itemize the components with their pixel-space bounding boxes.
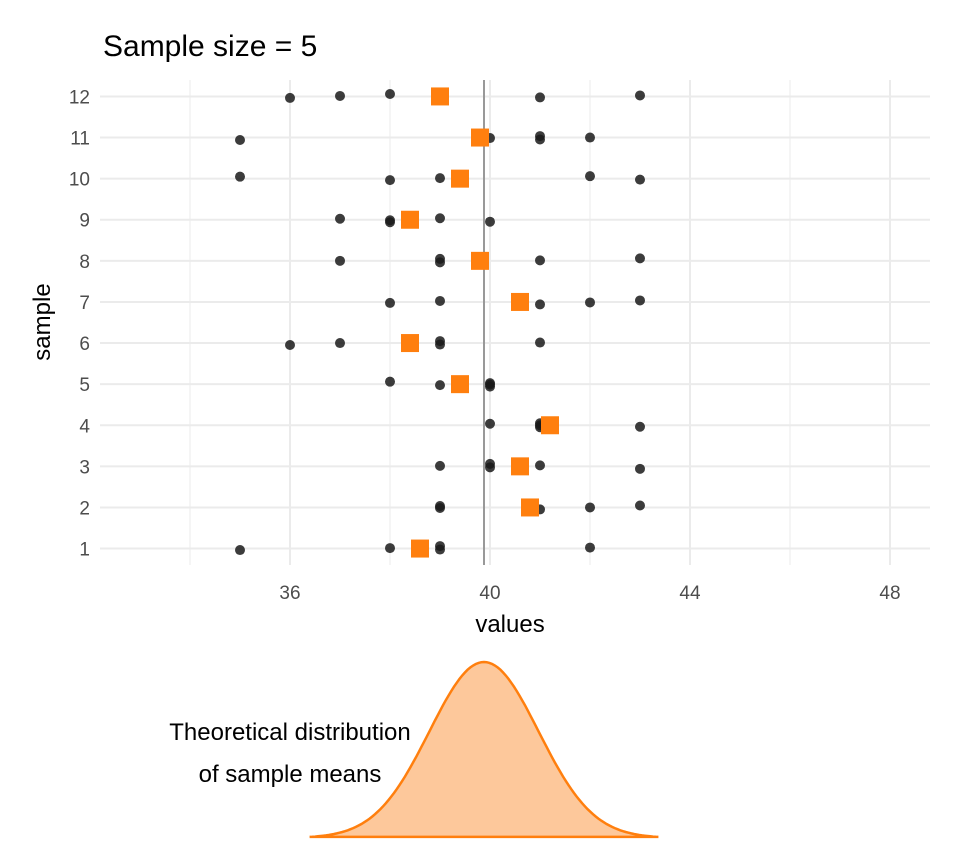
sample-mean-marker [521,498,539,517]
sample-point [485,462,495,473]
sample-point [235,545,245,556]
data-marks [235,80,645,565]
sample-point [435,380,445,391]
sample-point [485,379,495,390]
sample-mean-marker [541,416,559,435]
sample-point [535,299,545,310]
sample-point [435,339,445,350]
sample-point [585,171,595,182]
sample-mean-marker [401,334,419,353]
sample-point [635,295,645,306]
sample-point [385,376,395,387]
sample-point [635,463,645,474]
y-tick-label: 9 [79,211,90,232]
sample-mean-marker [511,292,529,311]
sample-point [635,90,645,101]
sample-point [435,213,445,224]
y-tick-label: 7 [79,293,90,314]
sample-point [585,542,595,553]
sample-point [635,500,645,511]
sample-point [535,92,545,103]
sample-point [585,502,595,513]
sample-point [535,337,545,348]
sample-point [385,297,395,308]
y-tick-label: 1 [79,540,90,561]
sample-point [385,175,395,186]
sample-point [235,171,245,182]
sample-point [235,135,245,146]
sample-mean-marker [451,169,469,188]
sample-point [435,460,445,471]
sample-point [285,92,295,103]
sample-point [435,544,445,555]
x-tick-label: 36 [279,583,300,604]
sample-point [435,173,445,184]
sample-point [385,88,395,99]
sample-point [335,255,345,266]
sample-point [335,90,345,101]
y-tick-label: 8 [79,252,90,273]
sample-point [535,255,545,266]
chart-title: Sample size = 5 [103,30,317,63]
distribution-curve [309,660,659,839]
sample-mean-marker [471,128,489,147]
sample-point [285,340,295,351]
sample-point [485,216,495,227]
y-axis-label: sample [29,283,56,360]
y-tick-label: 3 [79,457,90,478]
sample-point [585,297,595,308]
x-tick-label: 40 [479,583,500,604]
sample-point [635,174,645,185]
sample-point [335,338,345,349]
sample-point [485,418,495,429]
distribution-label-line1: Theoretical distribution [169,719,410,746]
y-tick-label: 10 [69,170,90,191]
y-tick-label: 4 [79,416,90,437]
sample-mean-marker [411,539,429,558]
sample-point [635,253,645,264]
y-tick-label: 5 [79,375,90,396]
grid [100,80,930,565]
y-tick-label: 6 [79,334,90,355]
sample-point [435,257,445,268]
sample-point [385,543,395,554]
sample-mean-marker [471,251,489,270]
sample-point [585,132,595,143]
sample-mean-marker [511,457,529,476]
sample-point [435,500,445,511]
distribution-label-line2: of sample means [199,761,382,788]
sample-mean-marker [431,87,449,106]
sample-point [635,421,645,432]
x-axis-label: values [475,611,544,638]
sample-point [435,295,445,306]
y-tick-label: 12 [69,87,90,108]
sample-point [385,215,395,226]
x-tick-label: 48 [879,583,900,604]
sample-point [535,134,545,145]
sample-point [335,213,345,224]
sample-point [535,460,545,471]
y-tick-label: 2 [79,498,90,519]
x-tick-label: 44 [679,583,701,604]
y-tick-label: 11 [70,129,90,150]
sample-mean-marker [401,210,419,229]
sample-mean-marker [451,375,469,394]
